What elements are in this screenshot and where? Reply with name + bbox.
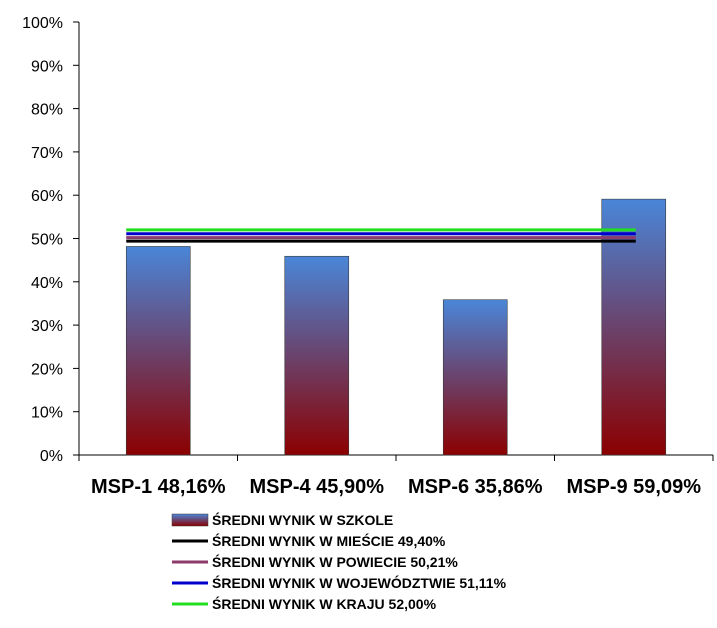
y-tick-label: 30% xyxy=(31,318,63,335)
x-category-label: MSP-6 35,86% xyxy=(408,476,543,498)
bar xyxy=(125,246,191,456)
y-tick-label: 0% xyxy=(40,448,63,465)
legend-label: ŚREDNI WYNIK W SZKOLE xyxy=(212,511,393,528)
y-tick-label: 70% xyxy=(31,145,63,162)
legend-swatch xyxy=(171,513,209,527)
bar xyxy=(284,255,350,456)
reference-lines xyxy=(126,228,636,243)
y-tick-label: 90% xyxy=(31,58,63,75)
legend-label: ŚREDNI WYNIK W POWIECIE 50,21% xyxy=(212,553,458,570)
axes: 0% 10% 20% 30% 40% 50% 60% 70% 80% 90% 100% MSP-1 4… xyxy=(22,15,714,498)
y-tick-label: 80% xyxy=(31,102,63,119)
y-tick-label: 100% xyxy=(22,15,63,32)
bar xyxy=(442,299,508,456)
y-tick-label: 60% xyxy=(31,188,63,205)
legend: ŚREDNI WYNIK W SZKOLE ŚREDNI WYNIK W MIEŚ… xyxy=(171,511,507,612)
x-category-label: MSP-4 45,90% xyxy=(249,476,384,498)
x-category-label: MSP-1 48,16% xyxy=(91,476,226,498)
y-tick-label: 10% xyxy=(31,405,63,422)
y-tick-label: 50% xyxy=(31,232,63,249)
legend-label: ŚREDNI WYNIK W MIEŚCIE 49,40% xyxy=(212,532,446,549)
legend-label: ŚREDNI WYNIK W WOJEWÓDZTWIE 51,11% xyxy=(212,574,507,591)
y-tick-label: 20% xyxy=(31,361,63,378)
y-tick-label: 40% xyxy=(31,275,63,292)
legend-label: ŚREDNI WYNIK W KRAJU 52,00% xyxy=(212,595,437,612)
x-category-label: MSP-9 59,09% xyxy=(566,476,701,498)
